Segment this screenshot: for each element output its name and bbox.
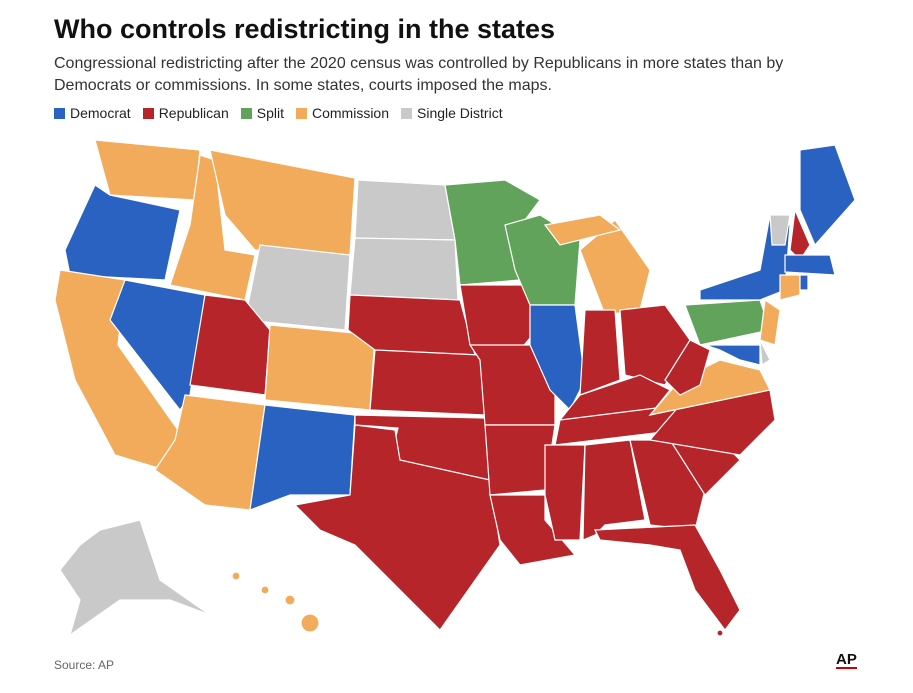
- state: [799, 144, 856, 247]
- state: [59, 519, 211, 637]
- legend-item: Commission: [295, 105, 389, 121]
- state: [249, 404, 356, 511]
- state: [284, 594, 296, 606]
- state: [799, 274, 809, 291]
- state: [759, 298, 781, 346]
- state: [684, 299, 771, 346]
- state: [704, 344, 761, 366]
- state: [154, 394, 266, 511]
- legend-swatch: [240, 107, 252, 119]
- legend-swatch: [54, 107, 65, 119]
- state: [244, 244, 351, 331]
- state: [579, 309, 621, 396]
- state: [544, 444, 586, 541]
- source: Source: AP: [54, 658, 115, 672]
- state: [300, 613, 320, 633]
- state: [94, 139, 201, 201]
- legend-label: Commission: [311, 105, 389, 121]
- legend-item: Split: [240, 105, 284, 121]
- legend-label: Democrat: [70, 105, 131, 121]
- state: [369, 349, 486, 416]
- legend-label: Single District: [417, 105, 503, 121]
- state: [231, 571, 241, 581]
- legend: Democrat Republican Split Commission Single …: [54, 105, 503, 121]
- state: [784, 254, 836, 276]
- legend-item: Republican: [142, 105, 229, 121]
- state: [594, 524, 741, 631]
- legend-item: Democrat: [54, 105, 131, 121]
- state: [349, 237, 459, 301]
- legend-item: Single District: [401, 105, 503, 121]
- state: [779, 274, 801, 301]
- legend-label: Republican: [158, 105, 229, 121]
- legend-label: Split: [256, 105, 284, 121]
- logo: AP: [836, 651, 857, 669]
- state: [759, 339, 771, 367]
- subtitle: Congressional redistricting after the 20…: [54, 55, 784, 94]
- legend-swatch: [142, 107, 154, 119]
- legend-swatch: [295, 107, 307, 119]
- title: Who controls redistricting in the states: [54, 14, 556, 44]
- legend-swatch: [401, 107, 412, 119]
- state: [260, 585, 270, 595]
- state: [209, 149, 356, 256]
- state: [769, 214, 791, 246]
- state: [293, 424, 501, 631]
- state: [543, 214, 622, 246]
- states: [54, 139, 856, 637]
- state: [64, 184, 181, 281]
- state: [664, 339, 711, 396]
- state: [354, 179, 456, 241]
- state: [716, 629, 724, 637]
